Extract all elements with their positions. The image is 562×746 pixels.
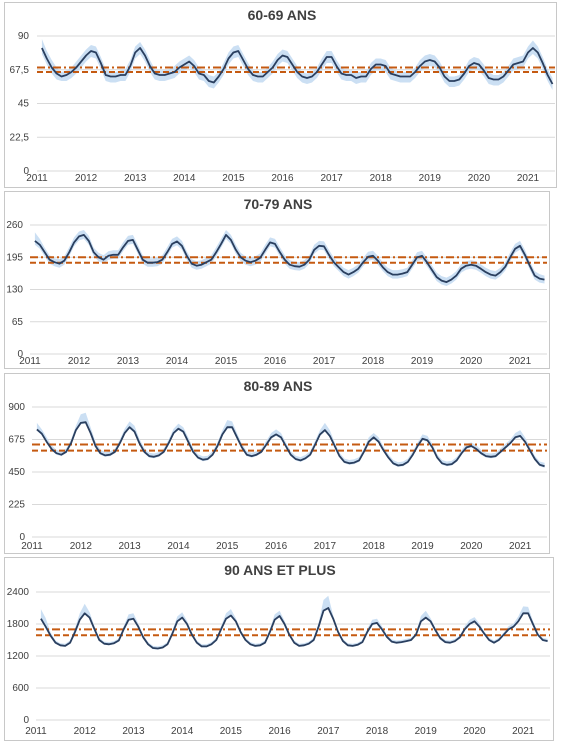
chart-title-60-69: 60-69 ANS [248, 7, 317, 23]
x-tick-label-80-89: 2018 [363, 541, 386, 552]
uncertainty-band-80-89 [36, 412, 545, 468]
y-tick-label-90-plus: 0 [23, 715, 29, 726]
y-tick-label-60-69: 0 [23, 166, 29, 177]
uncertainty-band-60-69 [41, 39, 553, 90]
y-tick-label-70-79: 0 [17, 349, 23, 360]
chart-svg-90-plus: 90 ANS ET PLUS 0 600 1200 1800 2400 2011 2012 2… [7, 562, 550, 737]
x-tick-label-60-69: 2017 [320, 173, 343, 184]
plot-area-60-69: 0 22,5 45 67,5 90 2011 2012 2013 2014 2015 2016 201… [10, 31, 555, 184]
chart-svg-70-79: 70-79 ANS 0 65 130 195 260 2011 2012 2013 2014 20… [6, 196, 547, 367]
plot-area-90-plus: 0 600 1200 1800 2400 2011 2012 2013 2014 2015 2016… [7, 587, 550, 737]
y-tick-label-80-89: 0 [19, 532, 25, 543]
x-tick-label-70-79: 2012 [68, 356, 91, 367]
y-tick-label-60-69: 67,5 [10, 65, 30, 76]
x-tick-label-70-79: 2015 [215, 356, 238, 367]
chart-svg-60-69: 60-69 ANS 0 22,5 45 67,5 90 2011 2012 2013 2014 2… [10, 7, 555, 184]
y-tick-label-70-79: 65 [12, 317, 24, 328]
x-tick-label-80-89: 2015 [216, 541, 239, 552]
y-tick-label-70-79: 130 [6, 285, 23, 296]
x-tick-label-60-69: 2020 [468, 173, 491, 184]
x-tick-label-90-plus: 2021 [512, 726, 535, 737]
x-tick-label-60-69: 2013 [124, 173, 147, 184]
x-tick-label-70-79: 2019 [411, 356, 434, 367]
chart-panel-60-69: 60-69 ANS 0 22,5 45 67,5 90 2011 2012 2013 2014 2… [4, 2, 557, 188]
x-tick-label-80-89: 2014 [167, 541, 190, 552]
x-tick-label-70-79: 2018 [362, 356, 385, 367]
x-tick-label-80-89: 2019 [411, 541, 434, 552]
y-tick-label-80-89: 900 [8, 402, 25, 413]
series-line-60-69 [41, 47, 554, 85]
x-tick-label-70-79: 2014 [166, 356, 189, 367]
x-tick-label-80-89: 2012 [70, 541, 93, 552]
x-tick-label-80-89: 2016 [265, 541, 288, 552]
x-tick-label-60-69: 2018 [370, 173, 393, 184]
plot-area-80-89: 0 225 450 675 900 2011 2012 2013 2014 2015 2016 201… [8, 402, 547, 552]
x-tick-label-70-79: 2013 [117, 356, 140, 367]
x-tick-label-90-plus: 2019 [415, 726, 438, 737]
x-tick-label-80-89: 2021 [509, 541, 532, 552]
chart-panel-70-79: 70-79 ANS 0 65 130 195 260 2011 2012 2013 2014 20… [4, 191, 550, 369]
x-tick-label-60-69: 2015 [222, 173, 245, 184]
x-tick-label-90-plus: 2020 [463, 726, 486, 737]
plot-area-70-79: 0 65 130 195 260 2011 2012 2013 2014 2015 2016 2017… [6, 220, 547, 367]
x-tick-label-70-79: 2011 [19, 356, 41, 367]
y-tick-label-90-plus: 1200 [7, 651, 30, 662]
chart-svg-80-89: 80-89 ANS 0 225 450 675 900 2011 2012 2013 2014 2… [8, 378, 547, 552]
y-tick-label-90-plus: 600 [12, 683, 29, 694]
y-tick-label-80-89: 450 [8, 467, 25, 478]
y-tick-label-70-79: 195 [6, 252, 23, 263]
series-line-80-89 [36, 421, 545, 468]
x-tick-label-60-69: 2014 [173, 173, 196, 184]
x-tick-label-80-89: 2017 [314, 541, 337, 552]
x-tick-label-70-79: 2020 [460, 356, 483, 367]
x-tick-label-90-plus: 2018 [366, 726, 389, 737]
chart-title-90-plus: 90 ANS ET PLUS [224, 562, 336, 578]
x-tick-label-70-79: 2021 [509, 356, 532, 367]
x-tick-label-90-plus: 2017 [317, 726, 340, 737]
chart-title-80-89: 80-89 ANS [244, 378, 313, 394]
series-line-90-plus [40, 607, 548, 650]
y-tick-label-60-69: 45 [18, 99, 30, 110]
chart-title-70-79: 70-79 ANS [244, 196, 313, 212]
x-tick-label-70-79: 2016 [264, 356, 287, 367]
x-tick-label-90-plus: 2011 [25, 726, 47, 737]
x-tick-label-80-89: 2020 [460, 541, 483, 552]
x-tick-label-60-69: 2011 [26, 173, 48, 184]
y-tick-label-80-89: 675 [8, 435, 25, 446]
x-tick-label-70-79: 2017 [313, 356, 336, 367]
series-line-70-79 [34, 234, 545, 283]
x-tick-label-80-89: 2011 [21, 541, 43, 552]
x-tick-label-60-69: 2016 [271, 173, 294, 184]
y-tick-label-80-89: 225 [8, 500, 25, 511]
chart-panel-80-89: 80-89 ANS 0 225 450 675 900 2011 2012 2013 2014 2… [4, 373, 550, 554]
y-tick-label-70-79: 260 [6, 220, 23, 231]
uncertainty-band-70-79 [34, 230, 545, 286]
x-tick-label-60-69: 2021 [517, 173, 540, 184]
y-tick-label-90-plus: 1800 [7, 619, 30, 630]
x-tick-label-60-69: 2019 [419, 173, 442, 184]
x-tick-label-90-plus: 2015 [220, 726, 243, 737]
x-tick-label-90-plus: 2014 [171, 726, 194, 737]
x-tick-label-60-69: 2012 [75, 173, 98, 184]
chart-panel-90-plus: 90 ANS ET PLUS 0 600 1200 1800 2400 2011 2012 2… [4, 557, 554, 741]
y-tick-label-90-plus: 2400 [7, 587, 30, 598]
y-tick-label-60-69: 90 [18, 31, 30, 42]
y-tick-label-60-69: 22,5 [10, 132, 30, 143]
x-tick-label-90-plus: 2016 [268, 726, 291, 737]
x-tick-label-90-plus: 2013 [122, 726, 145, 737]
x-tick-label-90-plus: 2012 [74, 726, 97, 737]
x-tick-label-80-89: 2013 [119, 541, 142, 552]
